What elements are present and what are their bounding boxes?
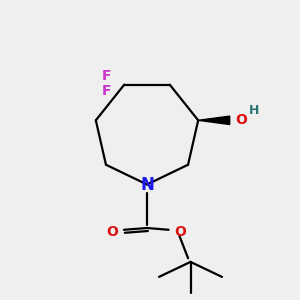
Text: H: H [248, 104, 259, 117]
Text: O: O [236, 113, 248, 127]
Text: O: O [175, 225, 187, 239]
Text: O: O [106, 225, 118, 239]
Text: F: F [101, 84, 111, 98]
Text: F: F [101, 69, 111, 83]
Text: N: N [140, 176, 154, 194]
Polygon shape [198, 116, 230, 124]
